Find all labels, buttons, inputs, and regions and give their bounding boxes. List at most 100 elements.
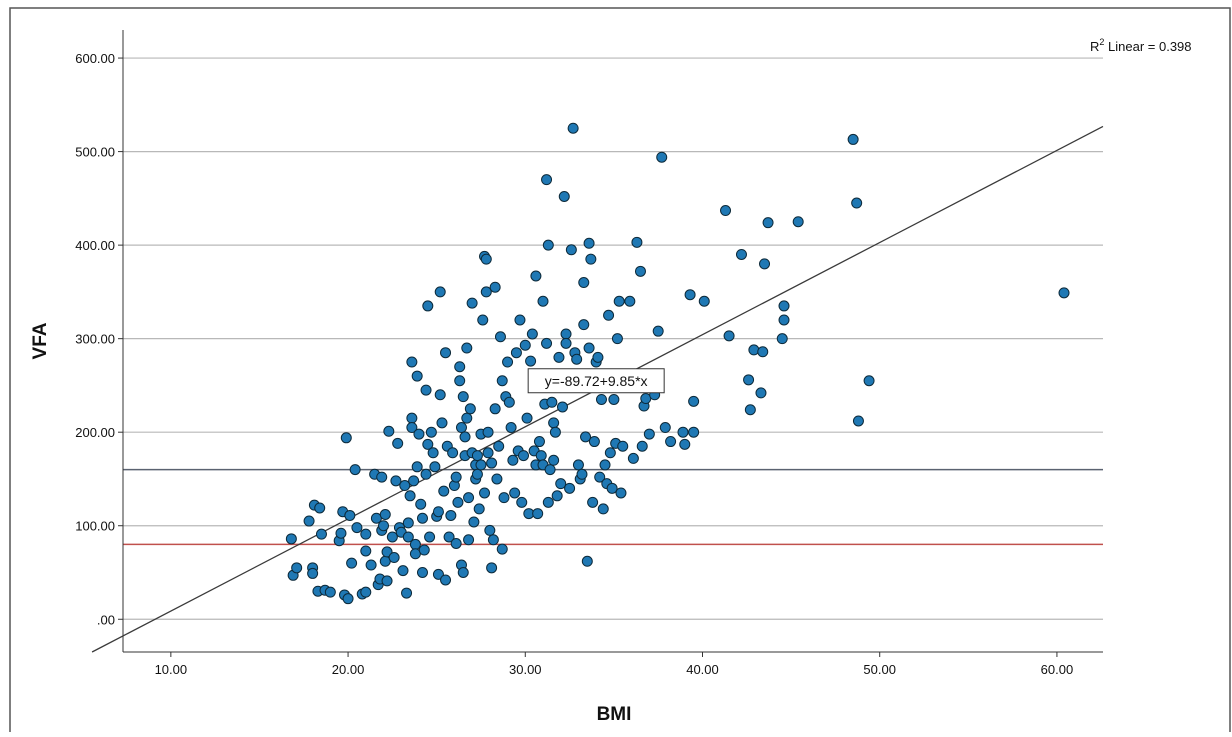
- data-point: [381, 546, 393, 558]
- data-point: [418, 544, 430, 556]
- data-point: [411, 461, 423, 473]
- data-point: [457, 391, 469, 403]
- data-point: [851, 197, 863, 209]
- data-point: [533, 436, 545, 448]
- data-point: [473, 503, 485, 515]
- data-point: [863, 375, 875, 387]
- data-point: [491, 473, 503, 485]
- data-point: [413, 428, 425, 440]
- data-point: [665, 436, 677, 448]
- data-point: [450, 538, 462, 550]
- data-point: [498, 492, 510, 504]
- data-point: [643, 428, 655, 440]
- data-point: [560, 337, 572, 349]
- data-point: [466, 297, 478, 309]
- data-point: [303, 515, 315, 527]
- data-point: [659, 422, 671, 434]
- data-point: [340, 432, 352, 444]
- data-point: [792, 216, 804, 228]
- data-point: [399, 480, 411, 492]
- x-tick-label: 50.00: [863, 662, 896, 677]
- data-point: [581, 555, 593, 567]
- data-point: [427, 447, 439, 459]
- data-point: [688, 395, 700, 407]
- data-point: [443, 531, 455, 543]
- data-point: [595, 393, 607, 405]
- data-point: [434, 389, 446, 401]
- data-point: [457, 566, 469, 578]
- data-point: [748, 344, 760, 356]
- data-point: [392, 437, 404, 449]
- data-point: [698, 295, 710, 307]
- data-point: [677, 426, 689, 438]
- data-point: [525, 355, 537, 367]
- data-point: [496, 375, 508, 387]
- data-points: [285, 122, 1070, 605]
- data-point: [548, 454, 560, 466]
- data-point: [530, 270, 542, 282]
- data-point: [464, 403, 476, 415]
- data-point: [572, 459, 584, 471]
- data-point: [489, 281, 501, 293]
- data-point: [735, 248, 747, 260]
- data-point: [420, 384, 432, 396]
- data-point: [484, 524, 496, 536]
- data-point: [652, 325, 664, 337]
- data-point: [599, 459, 611, 471]
- data-point: [459, 431, 471, 443]
- data-point: [778, 314, 790, 326]
- data-point: [486, 457, 498, 469]
- x-tick-label: 20.00: [332, 662, 365, 677]
- data-point: [463, 492, 475, 504]
- data-point: [762, 217, 774, 229]
- data-point: [521, 412, 533, 424]
- data-point: [541, 174, 553, 186]
- data-point: [314, 502, 326, 514]
- data-point: [755, 387, 767, 399]
- r2-superscript: 2: [1099, 37, 1104, 47]
- data-point: [556, 401, 568, 413]
- y-tick-label: 200.00: [75, 425, 115, 440]
- data-point: [551, 490, 563, 502]
- data-point: [532, 508, 544, 520]
- data-point: [285, 533, 297, 545]
- data-point: [482, 447, 494, 459]
- data-point: [505, 422, 517, 434]
- r2-annotation: R2 Linear = 0.398: [1090, 37, 1192, 54]
- y-tick-label: 400.00: [75, 238, 115, 253]
- y-tick-labels: .00 100.00 200.00 300.00 400.00 500.00 600.00: [75, 51, 123, 627]
- data-point: [432, 568, 444, 580]
- data-point: [519, 339, 531, 351]
- data-point: [349, 464, 361, 476]
- axes: [122, 30, 1103, 653]
- data-point: [757, 346, 769, 358]
- data-point: [404, 490, 416, 502]
- data-point: [434, 286, 446, 298]
- x-tick-label: 30.00: [509, 662, 542, 677]
- data-point: [526, 328, 538, 340]
- data-point: [397, 565, 409, 577]
- data-point: [548, 417, 560, 429]
- x-axis-title: BMI: [597, 704, 632, 725]
- x-tick-label: 10.00: [155, 662, 188, 677]
- data-point: [388, 552, 400, 564]
- data-point: [503, 396, 515, 408]
- data-point: [759, 258, 771, 270]
- data-point: [482, 426, 494, 438]
- data-point: [606, 482, 618, 494]
- y-tick-label: 600.00: [75, 51, 115, 66]
- data-point: [553, 351, 565, 363]
- data-point: [480, 253, 492, 265]
- data-point: [580, 431, 592, 443]
- data-point: [744, 404, 756, 416]
- fit-equation-label: y=-89.72+9.85*x: [545, 373, 648, 389]
- data-point: [615, 487, 627, 499]
- data-point: [555, 478, 567, 490]
- data-point: [461, 342, 473, 354]
- data-point: [486, 562, 498, 574]
- data-point: [406, 356, 418, 368]
- reference-lines: [123, 468, 1103, 546]
- data-point: [558, 190, 570, 202]
- data-point: [502, 356, 514, 368]
